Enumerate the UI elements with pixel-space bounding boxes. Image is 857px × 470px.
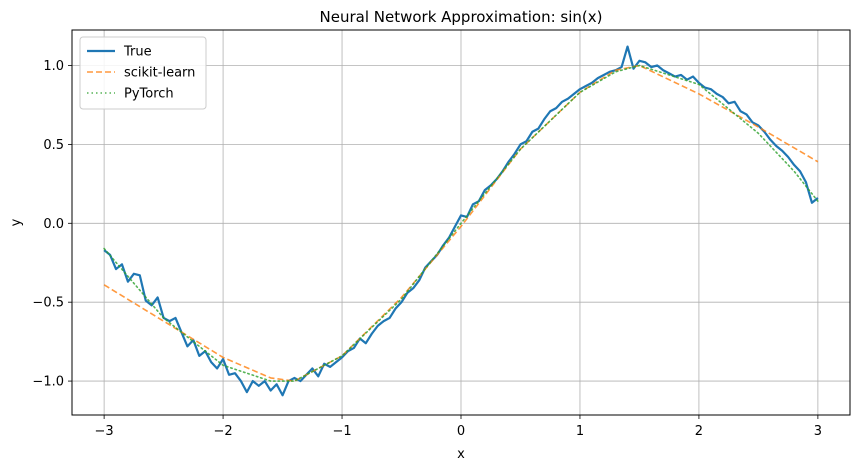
chart-title: Neural Network Approximation: sin(x) [320,8,603,26]
x-tick-label: −1 [332,424,351,439]
y-tick-label: 0.5 [43,138,64,153]
y-tick-label: 0.0 [43,217,64,232]
legend: True scikit-learn PyTorch [79,36,207,110]
y-axis-label: y [9,218,24,226]
x-tick-label: −2 [213,424,232,439]
series-line-pytorch [103,64,819,382]
legend-label: PyTorch [124,87,174,102]
y-tick-label: 1.0 [43,59,64,74]
x-tick-label: 2 [695,424,703,439]
x-tick-label: −3 [95,424,114,439]
y-tick-label: −1.0 [32,375,64,390]
legend-label: scikit-learn [124,66,195,81]
series-line-scikit-learn [103,64,819,382]
y-axis-ticks: −1.0 −0.5 0.0 0.5 1.0 [32,59,72,390]
y-tick-label: −0.5 [32,296,64,311]
series-line-true [103,45,819,397]
x-tick-label: 3 [814,424,822,439]
x-tick-label: 0 [457,424,465,439]
legend-box [79,36,207,110]
legend-label: True [123,45,152,60]
x-tick-label: 1 [576,424,584,439]
x-axis-ticks: −3 −2 −1 0 1 2 3 [95,415,822,439]
x-axis-label: x [457,447,465,462]
series-layer [103,45,819,397]
